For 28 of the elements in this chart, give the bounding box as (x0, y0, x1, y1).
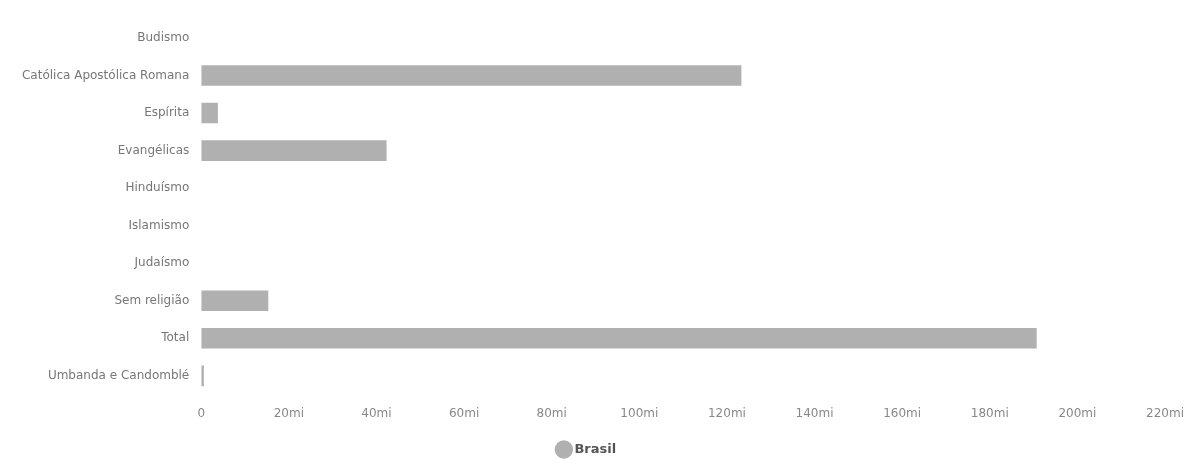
x-tick-label: 220mi (1146, 405, 1184, 420)
y-tick-label: Umbanda e Candomblé (47, 367, 190, 382)
bar (201, 102, 218, 124)
x-tick-label: 140mi (795, 405, 834, 420)
x-tick-label: 20mi (273, 405, 305, 420)
x-tick-label: 100mi (620, 405, 659, 420)
y-tick-label: Islamismo (128, 217, 190, 232)
x-tick-label: 80mi (536, 405, 567, 420)
y-tick-label: Sem religião (114, 292, 190, 307)
x-tick-label: 0 (197, 405, 206, 420)
x-tick-label: 180mi (970, 405, 1009, 420)
y-tick-label: Hinduísmo (125, 180, 190, 195)
legend-label: Brasil (574, 440, 617, 456)
bar (201, 327, 1037, 349)
y-tick-label: Católica Apostólica Romana (21, 67, 190, 82)
bar (201, 290, 269, 312)
x-tick-label: 120mi (707, 405, 746, 420)
x-tick-label: 200mi (1058, 405, 1097, 420)
y-tick-label: Budismo (137, 30, 190, 45)
bar (201, 65, 742, 86)
y-tick-label: Total (160, 330, 190, 345)
x-tick-label: 160mi (883, 405, 922, 420)
y-tick-label: Judaísmo (133, 255, 190, 270)
y-tick-label: Espírita (144, 105, 190, 120)
y-tick-label: Evangélicas (117, 142, 190, 157)
x-tick-label: 60mi (448, 405, 480, 420)
x-tick-label: 40mi (361, 405, 392, 420)
bar (201, 140, 387, 161)
